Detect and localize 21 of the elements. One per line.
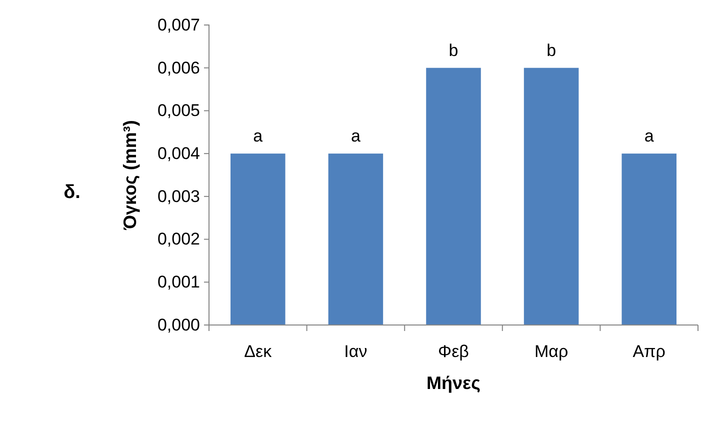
x-tick-label: Ιαν [344,342,368,361]
y-tick-label: 0,004 [157,144,200,164]
annotation: b [448,40,458,60]
y-tick-label: 0,006 [157,58,200,78]
x-tick-label: Φεβ [438,342,470,361]
y-tick-label: 0,002 [157,230,200,249]
annotation: a [253,126,264,146]
x-tick-label: Μαρ [534,342,568,361]
x-tick-label: Δεκ [244,342,272,361]
annotation: a [644,126,654,146]
y-tick-label: 0,001 [157,272,200,292]
y-tick-label: 0,000 [157,315,200,334]
y-tick-label: 0,005 [157,101,200,120]
annotation: a [350,126,361,146]
x-tick-label: Απρ [632,342,666,361]
y-tick-label: 0,003 [157,186,200,206]
x-axis-title: Μήνες [426,373,480,393]
y-axis-title: Όγκος (mm³) [120,120,140,231]
annotation: b [546,40,556,60]
text: δ. [64,182,80,203]
y-tick-label: 0,007 [157,15,200,34]
